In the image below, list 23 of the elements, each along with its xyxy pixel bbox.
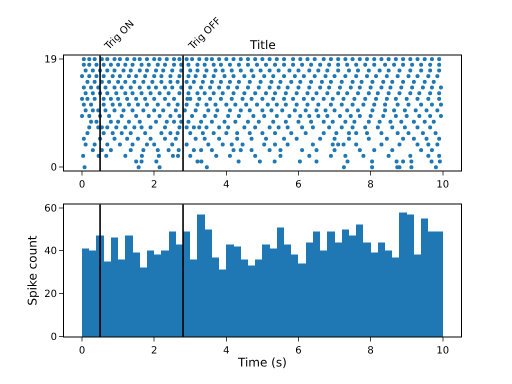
- chart-title: Title: [249, 38, 276, 52]
- x-tick-label: 10: [436, 346, 450, 357]
- y-tick-label: 19: [44, 54, 57, 66]
- x-tick-label: 4: [223, 346, 230, 357]
- y-axis-title: Spike count: [26, 235, 40, 306]
- x-tick-label: 4: [223, 180, 230, 191]
- ref-line-label: Trig ON: [102, 18, 137, 53]
- y-tick-label: 0: [50, 332, 57, 344]
- y-tick-label: 20: [44, 289, 57, 300]
- x-tick-label: 6: [295, 180, 302, 191]
- x-tick-label: 2: [150, 346, 158, 357]
- y-tick-label: 40: [44, 246, 57, 258]
- x-tick-label: 10: [436, 180, 450, 191]
- x-tick-label: 8: [367, 180, 374, 191]
- x-tick-label: 8: [367, 346, 374, 357]
- x-tick-label: 0: [78, 346, 86, 357]
- x-tick-label: 6: [295, 346, 302, 357]
- x-tick-label: 0: [78, 180, 86, 191]
- y-tick-label: 60: [44, 203, 57, 214]
- x-axis-title: Time (s): [237, 355, 287, 370]
- ref-line-label: Trig OFF: [186, 16, 224, 53]
- x-tick-label: 2: [150, 180, 158, 191]
- y-tick-label: 0: [50, 162, 57, 174]
